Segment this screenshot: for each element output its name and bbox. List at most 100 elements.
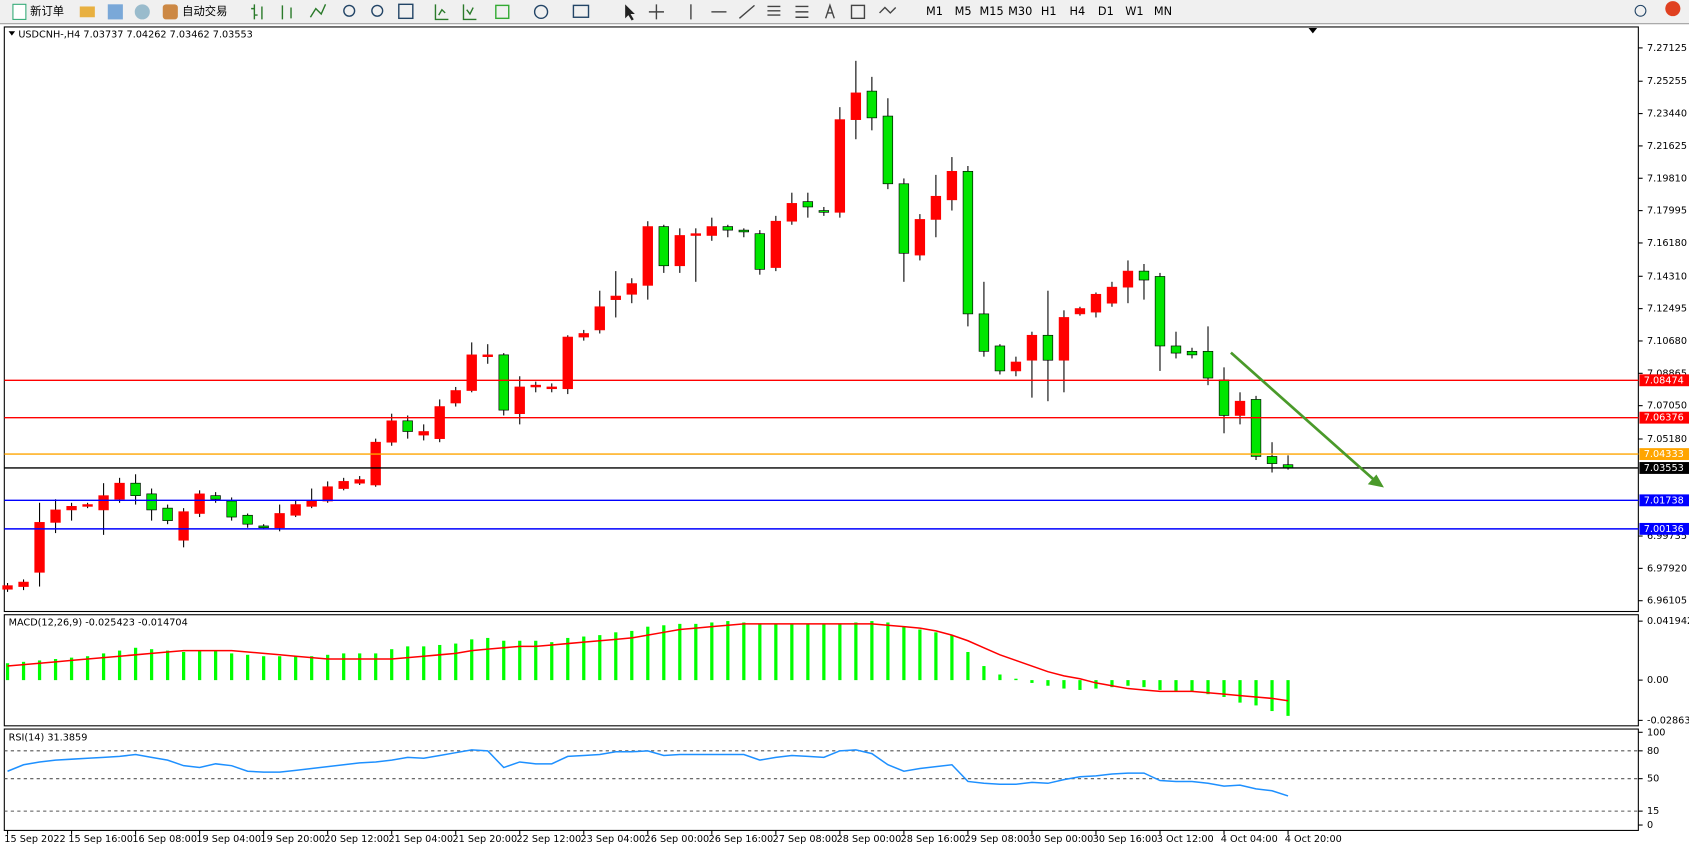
- candle-body: [770, 220, 782, 268]
- rsi-title: RSI(14) 31.3859: [9, 733, 88, 744]
- candle-body: [594, 306, 605, 331]
- y-tick-label: 0: [1647, 820, 1653, 831]
- zoom-out-icon[interactable]: [371, 4, 384, 17]
- x-tick-label: 15 Sep 2022: [4, 834, 65, 845]
- candle-body: [690, 233, 701, 236]
- icon[interactable]: [79, 6, 95, 18]
- macd-bar: [598, 635, 602, 681]
- candle-body: [642, 226, 653, 286]
- y-tick-label: 7.16180: [1647, 238, 1687, 249]
- channel-icon[interactable]: [767, 5, 781, 16]
- y-tick-label: -0.028631: [1647, 715, 1689, 726]
- icon[interactable]: [107, 4, 123, 20]
- macd-bar: [502, 640, 506, 681]
- template-icon[interactable]: [572, 4, 590, 18]
- zoom-in-icon[interactable]: [343, 4, 356, 17]
- price-label-bg: [1639, 494, 1689, 507]
- notification-badge[interactable]: [1665, 1, 1681, 17]
- new-order-icon[interactable]: [12, 3, 27, 20]
- new-order-button[interactable]: 新订单: [30, 4, 64, 18]
- auto-trading-button[interactable]: 自动交易: [182, 4, 227, 18]
- candle-body: [82, 504, 93, 507]
- rsi-panel: [3, 728, 1639, 831]
- toolbar-icons: [251, 3, 897, 21]
- candle-body: [1090, 293, 1102, 313]
- macd-bar: [358, 653, 362, 681]
- trendline-icon[interactable]: [738, 4, 755, 19]
- candle-body: [306, 500, 317, 507]
- candle-body: [738, 229, 750, 233]
- timeframe-button[interactable]: M5: [955, 4, 972, 18]
- search-icon[interactable]: [1634, 4, 1647, 17]
- macd-bar: [1222, 680, 1226, 697]
- candle-body: [866, 90, 878, 119]
- x-tick-label: 4 Oct 20:00: [1285, 834, 1342, 845]
- candle-body: [1042, 334, 1054, 361]
- shift-icon[interactable]: [462, 4, 477, 21]
- candle-body: [178, 511, 189, 541]
- macd-bar: [133, 647, 138, 681]
- candle-body: [482, 354, 493, 357]
- candle-body: [386, 420, 397, 443]
- icon[interactable]: [134, 4, 150, 20]
- timeframe-button[interactable]: W1: [1125, 4, 1143, 18]
- tile-icon[interactable]: [398, 3, 414, 20]
- macd-bar: [53, 659, 58, 681]
- plots: 7.27125 7.25255 7.23440 7.21625 7.19810 7.179…: [2, 43, 1689, 845]
- auto-trading-icon[interactable]: [162, 4, 178, 20]
- candle-body: [1074, 308, 1086, 315]
- macd-bar: [470, 639, 474, 681]
- candle-body: [946, 170, 958, 201]
- candle-body: [1250, 399, 1262, 457]
- rsi-line: [7, 749, 1289, 797]
- macd-bar: [550, 642, 554, 681]
- crosshair-icon[interactable]: [648, 4, 664, 20]
- macd-bar: [774, 623, 778, 681]
- timeframe-button[interactable]: M15: [980, 4, 1004, 18]
- cursor-icon[interactable]: [625, 4, 635, 21]
- scroll-icon[interactable]: [434, 4, 449, 21]
- x-tick-label: 22 Sep 12:00: [517, 834, 582, 845]
- candle-body: [322, 486, 333, 502]
- timeframe-button[interactable]: H1: [1041, 4, 1057, 18]
- x-tick-label: 20 Sep 12:00: [324, 834, 389, 845]
- macd-bar: [230, 653, 234, 681]
- text-icon[interactable]: [824, 3, 835, 19]
- timeframe-button[interactable]: MN: [1154, 4, 1172, 18]
- label-icon[interactable]: [850, 4, 866, 20]
- macd-bar: [566, 637, 570, 681]
- timeframe-button[interactable]: M1: [926, 4, 943, 18]
- toolbar: 新订单 自动交易 M1 M5 M1: [0, 0, 1689, 25]
- macd-bar: [1174, 680, 1178, 692]
- candle-body: [562, 336, 573, 390]
- macd-bar: [1126, 680, 1130, 686]
- candle-icon[interactable]: [281, 5, 292, 20]
- candle-body: [194, 493, 205, 514]
- candle-body: [274, 513, 285, 529]
- candle-body: [786, 203, 798, 222]
- timeframe-button[interactable]: H4: [1069, 4, 1085, 18]
- macd-bar: [1270, 680, 1274, 712]
- price-label: 7.00136: [1644, 524, 1684, 535]
- timeframe-button[interactable]: M30: [1008, 4, 1032, 18]
- macd-bar: [198, 650, 202, 681]
- line-icon[interactable]: [309, 4, 327, 18]
- fibo-icon[interactable]: [795, 5, 809, 18]
- candle-body: [1154, 276, 1166, 347]
- x-tick-label: 3 Oct 12:00: [1157, 834, 1214, 845]
- bar-chart-icon[interactable]: [251, 4, 263, 20]
- candle-body: [1218, 379, 1230, 416]
- macd-panel: [3, 614, 1639, 727]
- period-icon[interactable]: [533, 4, 549, 20]
- timeframe-button[interactable]: D1: [1098, 4, 1114, 18]
- macd-bar: [310, 656, 314, 681]
- candle-body: [914, 219, 926, 256]
- macd-bar: [1046, 680, 1050, 686]
- indicator-icon[interactable]: [495, 4, 510, 20]
- macd-bar: [934, 632, 938, 681]
- candle-body: [114, 482, 125, 500]
- candle-body: [1266, 456, 1278, 464]
- macd-bar: [870, 621, 874, 681]
- arrows-icon[interactable]: [879, 6, 897, 14]
- candle-body: [1170, 345, 1182, 354]
